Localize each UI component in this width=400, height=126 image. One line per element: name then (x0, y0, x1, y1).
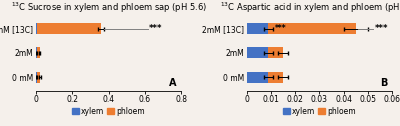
Text: A: A (170, 78, 177, 88)
Bar (247, 23, 268, 34)
Bar (247, 47, 268, 58)
Bar (36, 47, 37, 58)
Bar (37, 72, 40, 83)
Bar (247, 72, 268, 83)
Bar (37, 47, 40, 58)
Text: ***: *** (274, 24, 286, 33)
Text: B: B (380, 78, 388, 88)
Title: $^{13}$C Aspartic acid in xylem and phloem (pH 5.6): $^{13}$C Aspartic acid in xylem and phlo… (220, 1, 400, 15)
Legend: xylem, phloem: xylem, phloem (69, 104, 148, 119)
Bar (268, 47, 283, 58)
Text: ***: *** (375, 24, 388, 33)
Text: ***: *** (149, 24, 162, 33)
Bar (36, 23, 101, 34)
Title: $^{13}$C Sucrose in xylem and phloem sap (pH 5.6): $^{13}$C Sucrose in xylem and phloem sap… (10, 1, 207, 15)
Bar (268, 72, 283, 83)
Bar (36, 72, 37, 83)
Bar (268, 23, 356, 34)
Legend: xylem, phloem: xylem, phloem (280, 104, 359, 119)
